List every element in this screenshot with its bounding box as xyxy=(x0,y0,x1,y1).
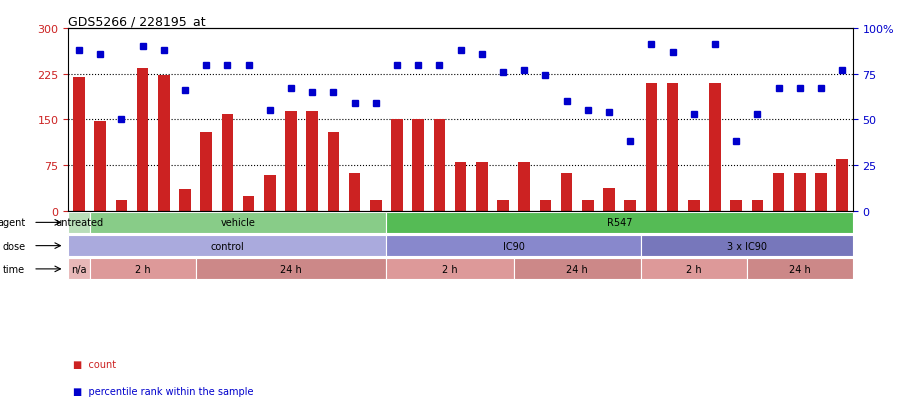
Bar xyxy=(793,173,804,211)
Bar xyxy=(560,173,572,211)
Bar xyxy=(116,200,128,211)
Bar xyxy=(513,259,640,280)
Text: control: control xyxy=(210,241,244,251)
Text: untreated: untreated xyxy=(55,218,103,228)
Text: time: time xyxy=(3,264,26,274)
Bar xyxy=(412,120,424,211)
Bar xyxy=(640,235,852,256)
Bar xyxy=(200,132,211,211)
Bar xyxy=(195,259,386,280)
Text: dose: dose xyxy=(2,241,26,251)
Text: IC90: IC90 xyxy=(502,241,524,251)
Bar xyxy=(137,69,148,211)
Bar xyxy=(645,83,657,211)
Bar xyxy=(306,112,318,211)
Bar xyxy=(263,176,275,211)
Bar xyxy=(624,200,635,211)
Text: R547: R547 xyxy=(606,218,631,228)
Bar xyxy=(581,200,593,211)
Bar xyxy=(539,200,550,211)
Text: 24 h: 24 h xyxy=(788,264,810,274)
Bar xyxy=(94,121,106,211)
Bar xyxy=(496,200,508,211)
Text: 2 h: 2 h xyxy=(685,264,701,274)
Bar xyxy=(602,188,614,211)
Bar xyxy=(89,212,386,233)
Bar xyxy=(158,76,169,211)
Text: agent: agent xyxy=(0,218,26,228)
Bar xyxy=(68,259,89,280)
Bar xyxy=(68,212,89,233)
Bar xyxy=(772,173,783,211)
Bar xyxy=(814,173,826,211)
Bar xyxy=(835,159,847,211)
Text: ■  count: ■ count xyxy=(73,359,116,369)
Bar xyxy=(391,120,403,211)
Bar xyxy=(746,259,852,280)
Bar xyxy=(73,78,85,211)
Text: 2 h: 2 h xyxy=(442,264,457,274)
Bar xyxy=(221,115,233,211)
Text: ■  percentile rank within the sample: ■ percentile rank within the sample xyxy=(73,386,253,396)
Text: 24 h: 24 h xyxy=(280,264,302,274)
Bar xyxy=(666,83,678,211)
Bar xyxy=(386,259,513,280)
Bar xyxy=(327,132,339,211)
Bar xyxy=(348,173,360,211)
Bar xyxy=(179,190,190,211)
Bar xyxy=(68,235,386,256)
Bar xyxy=(640,259,746,280)
Bar xyxy=(687,200,699,211)
Text: 3 x IC90: 3 x IC90 xyxy=(726,241,766,251)
Bar xyxy=(709,83,720,211)
Text: vehicle: vehicle xyxy=(220,218,255,228)
Bar xyxy=(730,200,742,211)
Bar xyxy=(751,200,763,211)
Text: GDS5266 / 228195_at: GDS5266 / 228195_at xyxy=(68,15,206,28)
Bar xyxy=(386,212,852,233)
Bar xyxy=(285,112,296,211)
Text: 2 h: 2 h xyxy=(135,264,150,274)
Bar xyxy=(386,235,640,256)
Bar xyxy=(455,163,466,211)
Bar xyxy=(89,259,195,280)
Text: 24 h: 24 h xyxy=(566,264,588,274)
Bar xyxy=(433,120,445,211)
Bar xyxy=(476,163,487,211)
Bar xyxy=(242,196,254,211)
Bar xyxy=(370,200,381,211)
Bar xyxy=(517,163,529,211)
Text: n/a: n/a xyxy=(71,264,87,274)
